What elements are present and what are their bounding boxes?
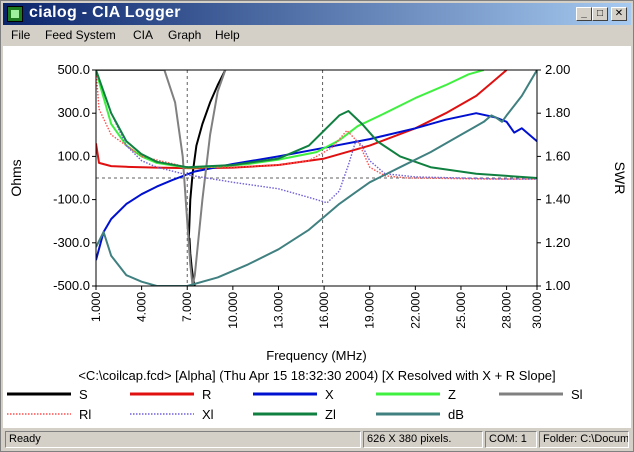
x-tick-label: 30.000: [530, 292, 544, 329]
x-tick-label: 13.000: [271, 292, 285, 329]
x-tick-label: 4.000: [135, 292, 149, 322]
status-folder: Folder: C:\Documents and Settings: [539, 431, 629, 448]
menu-help[interactable]: Help: [215, 28, 240, 42]
minimize-button[interactable]: _: [576, 7, 592, 21]
legend-label-z: Z: [448, 387, 456, 402]
series-rl: [96, 70, 537, 180]
window-title: cialog - CIA Logger: [29, 4, 181, 21]
legend-label-sl: Sl: [571, 387, 583, 402]
y-axis-label-right: SWR: [612, 162, 628, 195]
series-sl: [96, 70, 227, 286]
menu-bar: File Feed System CIA Graph Help: [3, 26, 631, 45]
legend-label-s: S: [79, 387, 88, 402]
chart-caption: <C:\coilcap.fcd> [Alpha] (Thu Apr 15 18:…: [78, 368, 555, 383]
series-x: [96, 112, 537, 261]
y-left-tick-label: 100.0: [57, 148, 90, 163]
title-bar[interactable]: cialog - CIA Logger _ □ ✕: [3, 3, 631, 25]
x-tick-label: 25.000: [454, 292, 468, 329]
y-right-tick-label: 1.00: [545, 278, 570, 293]
x-tick-label: 16.000: [317, 292, 331, 329]
series-s: [187, 70, 227, 286]
legend-label-rl: Rl: [79, 407, 91, 422]
x-tick-label: 1.000: [89, 292, 103, 322]
x-tick-label: 28.000: [500, 292, 514, 329]
x-tick-label: 10.000: [226, 292, 240, 329]
close-button[interactable]: ✕: [611, 7, 627, 21]
y-left-tick-label: 300.0: [57, 105, 90, 120]
y-left-tick-label: -300.0: [53, 235, 90, 250]
x-axis-label: Frequency (MHz): [266, 348, 366, 363]
series-z: [96, 70, 485, 169]
y-right-tick-label: 2.00: [545, 62, 570, 77]
series-xl: [96, 70, 537, 204]
status-ready: Ready: [5, 431, 361, 448]
menu-file[interactable]: File: [11, 28, 31, 42]
x-tick-label: 19.000: [363, 292, 377, 329]
legend-label-x: X: [325, 387, 334, 402]
status-bar: Ready 626 X 380 pixels. COM: 1 Folder: C…: [3, 429, 631, 449]
y-left-tick-label: -500.0: [53, 278, 90, 293]
x-tick-label: 22.000: [408, 292, 422, 329]
legend-label-db: dB: [448, 407, 464, 422]
legend-label-xl: Xl: [202, 407, 214, 422]
maximize-button[interactable]: □: [592, 7, 608, 21]
status-size: 626 X 380 pixels.: [363, 431, 483, 448]
y-right-tick-label: 1.60: [545, 148, 570, 163]
y-left-tick-label: -100.0: [53, 192, 90, 207]
series-zl: [96, 70, 537, 179]
plot-frame: [95, 69, 538, 287]
menu-cia[interactable]: CIA: [133, 28, 154, 42]
y-right-tick-label: 1.80: [545, 105, 570, 120]
legend-label-zl: Zl: [325, 407, 336, 422]
y-axis-label-left: Ohms: [8, 159, 24, 196]
chart-svg: 1.000 4.000 7.000 10.000 13.000 16.000 19.000 2…: [7, 62, 628, 422]
app-icon[interactable]: [7, 6, 23, 22]
menu-graph[interactable]: Graph: [168, 28, 202, 42]
menu-feed-system[interactable]: Feed System: [45, 28, 116, 42]
graph-area[interactable]: 1.000 4.000 7.000 10.000 13.000 16.000 19.000 2…: [3, 46, 631, 428]
status-com: COM: 1: [485, 431, 537, 448]
x-tick-label: 7.000: [180, 292, 194, 322]
y-left-tick-label: 500.0: [57, 62, 90, 77]
series-db: [96, 70, 537, 286]
y-right-tick-label: 1.20: [545, 235, 570, 250]
y-right-tick-label: 1.40: [545, 192, 570, 207]
legend-label-r: R: [202, 387, 211, 402]
